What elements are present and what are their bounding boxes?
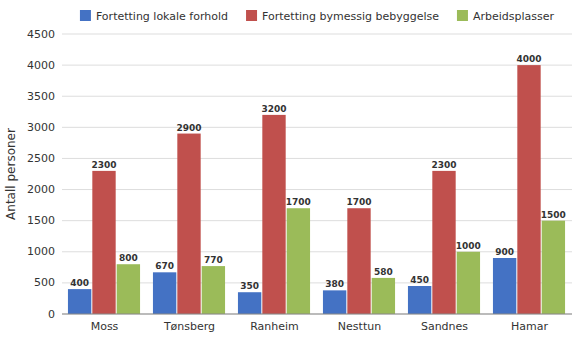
- legend-swatch: [80, 10, 91, 21]
- bar: [117, 264, 140, 314]
- grid-line: [62, 220, 572, 221]
- data-label: 380: [325, 279, 344, 289]
- legend-label: Fortetting lokale forhold: [96, 10, 228, 23]
- y-tick-label: 4500: [27, 28, 55, 41]
- legend: Fortetting lokale forhold Fortetting byme…: [80, 10, 555, 23]
- bar: [238, 292, 261, 314]
- grid-line: [62, 189, 572, 190]
- bar: [177, 134, 200, 314]
- bar: [517, 65, 540, 314]
- data-label: 400: [70, 278, 89, 288]
- grid-line: [62, 314, 572, 315]
- data-label: 580: [374, 267, 393, 277]
- y-tick-label: 2000: [27, 183, 55, 196]
- data-label: 2300: [431, 160, 456, 170]
- data-label: 4000: [516, 54, 541, 64]
- x-tick-label: Nesttun: [338, 320, 381, 333]
- bar: [408, 286, 431, 314]
- y-tick-label: 3500: [27, 90, 55, 103]
- x-tick-label: Moss: [91, 320, 119, 333]
- legend-item: Fortetting lokale forhold: [80, 10, 228, 23]
- legend-swatch: [457, 10, 468, 21]
- data-label: 2300: [91, 160, 116, 170]
- x-tick-label: Ranheim: [250, 320, 299, 333]
- grid: [62, 34, 572, 314]
- bar: [372, 278, 395, 314]
- grid-line: [62, 127, 572, 128]
- grid-line: [62, 158, 572, 159]
- legend-label: Arbeidsplasser: [473, 10, 555, 23]
- grid-line: [62, 65, 572, 66]
- legend-item: Fortetting bymessig bebyggelse: [246, 10, 439, 23]
- data-label: 450: [410, 275, 429, 285]
- bar: [323, 290, 346, 314]
- x-axis-line: [62, 314, 572, 315]
- bar: [262, 115, 285, 314]
- bar: [202, 266, 225, 314]
- data-labels: 400 670 350 380 450 900 2300 2900 3200 1700 2300 40…: [70, 54, 566, 291]
- data-label: 1000: [456, 241, 481, 251]
- y-tick-label: 3000: [27, 121, 55, 134]
- legend-item: Arbeidsplasser: [457, 10, 555, 23]
- data-label: 800: [119, 253, 138, 263]
- y-tick-label: 0: [48, 308, 55, 321]
- data-label: 1700: [346, 197, 371, 207]
- x-tick-label: Sandnes: [421, 320, 468, 333]
- data-label: 2900: [176, 123, 201, 133]
- bar: [347, 208, 370, 314]
- y-tick-label: 2500: [27, 152, 55, 165]
- y-tick-label: 1500: [27, 214, 55, 227]
- data-label: 900: [495, 247, 514, 257]
- bar: [68, 289, 91, 314]
- grid-line: [62, 34, 572, 35]
- data-label: 670: [155, 261, 174, 271]
- grid-line: [62, 96, 572, 97]
- bar: [92, 171, 115, 314]
- y-tick-label: 500: [34, 276, 55, 289]
- bar: [287, 208, 310, 314]
- data-label: 770: [204, 255, 223, 265]
- data-label: 3200: [261, 104, 286, 114]
- bar: [542, 221, 565, 314]
- legend-label: Fortetting bymessig bebyggelse: [262, 10, 439, 23]
- data-label: 350: [240, 281, 259, 291]
- x-tick-label: Tønsberg: [163, 320, 215, 333]
- bar: [153, 272, 176, 314]
- legend-swatch: [246, 10, 257, 21]
- y-tick-label: 1000: [27, 245, 55, 258]
- bar: [457, 252, 480, 314]
- bar: [432, 171, 455, 314]
- chart: 0 500 1000 1500 2000 2500 3000 3500 4000 4500 Anta…: [0, 0, 582, 342]
- bars: [68, 65, 565, 314]
- bar: [493, 258, 516, 314]
- data-label: 1500: [541, 210, 566, 220]
- data-label: 1700: [286, 197, 311, 207]
- y-tick-label: 4000: [27, 59, 55, 72]
- x-tick-label: Hamar: [511, 320, 548, 333]
- y-axis-label: Antall personer: [4, 128, 18, 220]
